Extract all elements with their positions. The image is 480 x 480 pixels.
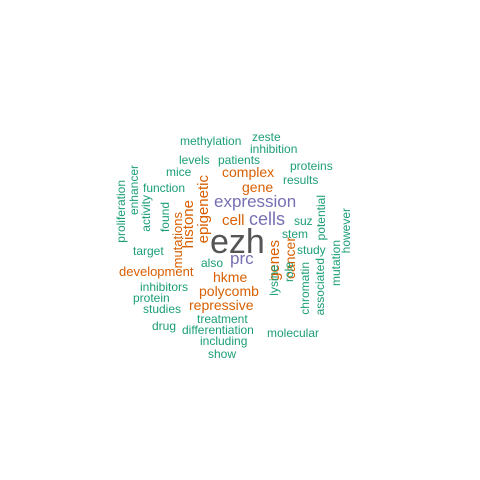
word-including: including — [200, 334, 248, 348]
word-patients: patients — [218, 153, 261, 167]
word-expression: expression — [214, 192, 297, 211]
word-proteins: proteins — [290, 159, 333, 173]
word-proliferation: proliferation — [114, 180, 128, 243]
word-cell: cell — [222, 212, 245, 229]
word-studies: studies — [143, 302, 182, 316]
word-lysine: lysine — [267, 265, 281, 296]
word-ezh: ezh — [210, 223, 265, 261]
word-also: also — [201, 256, 224, 270]
word-activity: activity — [139, 195, 153, 232]
word-polycomb: polycomb — [199, 283, 259, 299]
word-found: found — [158, 202, 172, 233]
word-prc: prc — [230, 249, 254, 268]
word-epigenetic: epigenetic — [195, 175, 212, 244]
word-potential: potential — [314, 195, 328, 241]
word-mutation: mutation — [329, 240, 343, 287]
word-treatment: treatment — [197, 312, 248, 326]
word-complex: complex — [222, 164, 275, 180]
word-mice: mice — [166, 165, 192, 179]
word-levels: levels — [179, 153, 210, 167]
word-methylation: methylation — [180, 134, 242, 148]
word-associated: associated — [313, 258, 327, 316]
word-target: target — [133, 244, 164, 258]
word-inhibitors: inhibitors — [140, 280, 189, 294]
word-function: function — [143, 181, 186, 195]
word-inhibition: inhibition — [250, 142, 298, 156]
word-zeste: zeste — [252, 130, 281, 144]
word-mutations: mutations — [170, 212, 185, 269]
word-molecular: molecular — [267, 326, 320, 340]
word-stem: stem — [282, 227, 309, 241]
word-chromatin: chromatin — [298, 262, 312, 315]
word-drug: drug — [152, 319, 177, 333]
word-gene: gene — [242, 179, 274, 195]
word-differentiation: differentiation — [182, 323, 254, 337]
word-study: study — [297, 243, 326, 257]
word-results: results — [283, 173, 319, 187]
word-show: show — [208, 347, 237, 361]
word-protein: protein — [133, 291, 170, 305]
word-repressive: repressive — [189, 297, 254, 313]
word-role: role — [282, 262, 296, 283]
word-development: development — [119, 264, 194, 279]
word-suz: suz — [294, 214, 313, 228]
word-hkme: hkme — [213, 269, 248, 285]
word-cells: cells — [249, 209, 286, 229]
